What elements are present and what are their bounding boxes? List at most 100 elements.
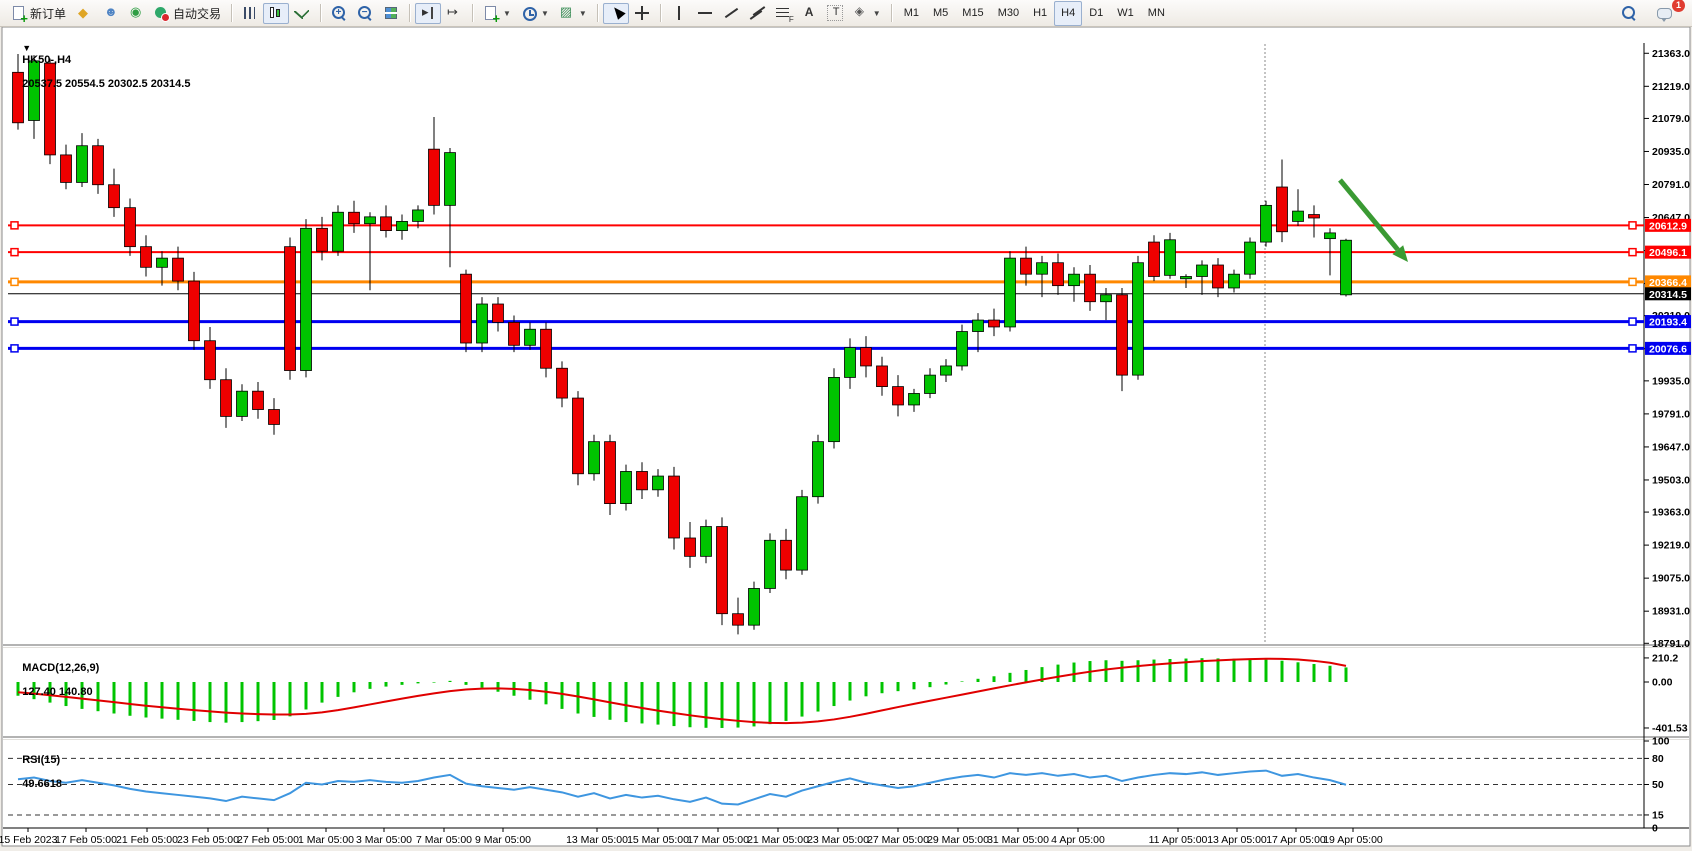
date-tick-label: 13 Apr 05:00	[1207, 834, 1267, 846]
chart-shift-icon	[420, 4, 436, 21]
candle	[92, 138, 104, 194]
candle	[668, 466, 680, 550]
candle	[716, 517, 728, 626]
candle	[1068, 267, 1080, 302]
candle-chart-icon	[268, 5, 284, 21]
text-button[interactable]	[796, 3, 822, 24]
candle	[540, 322, 552, 378]
macd-tick-label: 210.2	[1652, 652, 1678, 664]
hline-handle[interactable]	[10, 247, 19, 257]
price-tick-label: 20791.0	[1652, 179, 1690, 191]
signals-button[interactable]	[123, 3, 149, 24]
autotrading-button[interactable]: 自动交易	[149, 3, 226, 24]
cursor-button[interactable]	[602, 2, 629, 24]
candle	[444, 148, 456, 268]
bar-chart-icon	[242, 5, 258, 21]
text-label-button[interactable]	[822, 3, 848, 24]
timeframe-h1-button[interactable]: H1	[1033, 7, 1048, 19]
date-tick-label: 4 Apr 05:00	[1051, 834, 1105, 846]
hline-handle[interactable]	[10, 221, 19, 230]
candle	[940, 359, 952, 383]
date-tick-label: 23 Mar 05:00	[807, 834, 869, 846]
vertical-line-button[interactable]	[666, 3, 692, 24]
hline-handle[interactable]	[1628, 317, 1637, 326]
shapes-dropdown[interactable]: ▼	[848, 3, 886, 24]
timeframe-w1-button[interactable]: W1	[1117, 7, 1134, 19]
candle	[604, 434, 616, 516]
price-tick-label: 21219.0	[1652, 81, 1690, 93]
trendline-button[interactable]	[718, 3, 744, 24]
candlestick-chart-button[interactable]	[263, 2, 290, 24]
candle	[204, 326, 216, 389]
hline-handle[interactable]	[1628, 344, 1637, 353]
candle	[396, 214, 408, 240]
candle	[268, 398, 280, 435]
horizontal-line-button[interactable]	[692, 3, 718, 24]
timeframe-d1-button[interactable]: D1	[1089, 7, 1104, 19]
new-order-button[interactable]: 新订单	[6, 3, 71, 25]
candle	[1036, 255, 1048, 298]
candle	[812, 434, 824, 504]
crosshair-button[interactable]	[629, 3, 655, 24]
timeframe-h4-button[interactable]: H4	[1054, 0, 1083, 26]
candle	[108, 168, 120, 217]
search-button[interactable]	[1616, 3, 1642, 24]
line-chart-button[interactable]	[289, 3, 315, 24]
candle	[1164, 232, 1176, 279]
chart-shift-button[interactable]	[415, 2, 442, 24]
chat-button[interactable]: 1	[1652, 0, 1685, 24]
timeframe-m1-button[interactable]: M1	[903, 7, 919, 19]
candle	[860, 336, 872, 378]
candle	[1132, 255, 1144, 380]
zoom-out-button[interactable]	[352, 3, 378, 24]
text-icon	[801, 5, 817, 21]
chart-ohlc-values: 20537.5 20554.5 20302.5 20314.5	[22, 78, 191, 90]
tile-windows-button[interactable]	[378, 3, 404, 24]
hline-handle[interactable]	[10, 317, 19, 326]
rsi-tick-label: 100	[1652, 736, 1670, 748]
date-tick-label: 13 Mar 05:00	[566, 834, 628, 846]
hline-price-label: 20366.4	[1645, 275, 1691, 289]
hline-handle[interactable]	[10, 277, 19, 287]
auto-scroll-button[interactable]	[441, 3, 467, 24]
candle	[156, 251, 168, 286]
date-tick-label: 17 Apr 05:00	[1266, 834, 1326, 846]
chat-icon	[1657, 5, 1673, 22]
date-tick-label: 11 Apr 05:00	[1149, 834, 1208, 846]
channel-button[interactable]	[744, 3, 770, 24]
new-chart-dropdown[interactable]: ▼	[478, 3, 516, 25]
templates-dropdown[interactable]: ▼	[554, 3, 592, 24]
periods-dropdown[interactable]: ▼	[516, 3, 554, 24]
candle	[796, 489, 808, 575]
zoom-in-button[interactable]	[326, 3, 352, 24]
candle	[332, 205, 344, 256]
toolbar-right-group: 1	[1616, 0, 1692, 24]
rsi-line	[17, 769, 1347, 806]
timeframe-mn-button[interactable]: MN	[1147, 7, 1165, 19]
tile-windows-icon	[383, 5, 399, 21]
hline-handle[interactable]	[10, 344, 19, 353]
hline-price-label: 20076.6	[1645, 341, 1691, 355]
fibonacci-button[interactable]	[770, 3, 796, 24]
styler-button[interactable]	[71, 3, 97, 24]
timeframe-m30-button[interactable]: M30	[997, 7, 1020, 19]
hline-handle[interactable]	[1628, 247, 1637, 257]
hline-price-label: 20193.4	[1645, 315, 1691, 329]
rsi-indicator-label: RSI(15) 49.6618	[10, 742, 62, 802]
window-menu-icon[interactable]: ▼	[22, 43, 32, 53]
hline-handle[interactable]	[1628, 277, 1637, 287]
timeframe-m5-button[interactable]: M5	[933, 7, 949, 19]
hline-handle[interactable]	[1628, 221, 1637, 230]
timeframe-m15-button[interactable]: M15	[962, 7, 984, 19]
search-icon	[1621, 5, 1637, 21]
candle	[828, 368, 840, 449]
candle	[252, 382, 264, 419]
candle	[60, 144, 72, 190]
bar-chart-button[interactable]	[237, 3, 263, 24]
trend-arrow-annotation[interactable]	[1338, 178, 1408, 262]
templates-icon	[559, 4, 575, 21]
market-watch-button[interactable]	[97, 3, 123, 24]
chevron-down-icon: ▼	[503, 8, 511, 18]
